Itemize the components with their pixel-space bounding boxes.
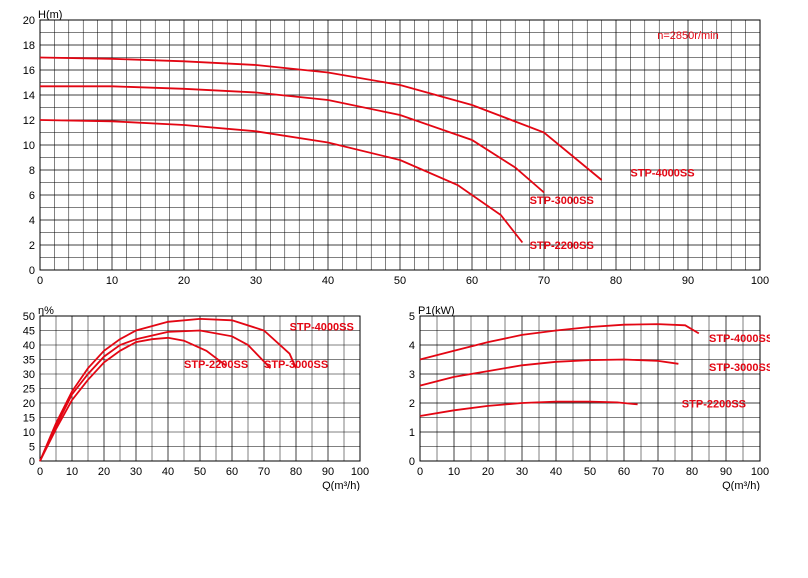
x-tick-label: 60 (466, 275, 478, 287)
y-tick-label: 20 (23, 15, 35, 27)
x-tick-label: 40 (162, 466, 174, 478)
x-tick-label: 10 (448, 466, 460, 478)
chart-eff-svg: 0102030405060708090100051015202530354045… (10, 301, 370, 491)
series-STP-4000SS (40, 58, 602, 181)
x-tick-label: 40 (322, 275, 334, 287)
x-tick-label: 30 (250, 275, 262, 287)
y-axis-label: η% (38, 305, 54, 317)
y-tick-label: 0 (409, 456, 415, 468)
y-tick-label: 5 (29, 442, 35, 454)
y-axis-label: H(m) (38, 10, 62, 21)
x-tick-label: 20 (482, 466, 494, 478)
note-text: n=2850r/min (657, 30, 718, 42)
y-tick-label: 35 (23, 355, 35, 367)
x-tick-label: 20 (178, 275, 190, 287)
x-tick-label: 70 (258, 466, 270, 478)
x-tick-label: 90 (322, 466, 334, 478)
x-tick-label: 30 (516, 466, 528, 478)
x-tick-label: 60 (226, 466, 238, 478)
series-label-STP-4000SS: STP-4000SS (709, 333, 770, 345)
y-tick-label: 14 (23, 90, 35, 102)
series-label-STP-2200SS: STP-2200SS (682, 398, 746, 410)
y-tick-label: 25 (23, 384, 35, 396)
series-label-STP-4000SS: STP-4000SS (290, 322, 354, 334)
series-label-STP-2200SS: STP-2200SS (530, 240, 594, 252)
x-tick-label: 0 (37, 275, 43, 287)
x-tick-label: 90 (720, 466, 732, 478)
series-STP-4000SS (420, 324, 699, 359)
y-tick-label: 18 (23, 40, 35, 52)
x-tick-label: 100 (751, 275, 769, 287)
x-tick-label: 70 (538, 275, 550, 287)
y-tick-label: 5 (409, 311, 415, 323)
x-axis-label: Q(m³/h) (322, 480, 360, 491)
series-STP-3000SS (420, 360, 678, 386)
x-tick-label: 100 (751, 466, 769, 478)
x-axis-label: Q(m³/h) (722, 480, 760, 491)
y-tick-label: 1 (409, 427, 415, 439)
y-tick-label: 10 (23, 427, 35, 439)
x-tick-label: 50 (194, 466, 206, 478)
y-tick-label: 16 (23, 65, 35, 77)
x-tick-label: 80 (290, 466, 302, 478)
chart-power: 0 10 20 30 40 50 60 70 80 90 100 0 1 2 3 4 5P1(kW) Q(m³/h… (390, 301, 770, 496)
y-tick-label: 10 (23, 140, 35, 152)
x-tick-label: 60 (618, 466, 630, 478)
chart-pw-svg: 0 10 20 30 40 50 60 70 80 90 100 0 1 2 3 4 5P1(kW) Q(m³/h… (390, 301, 770, 491)
series-label-STP-4000SS: STP-4000SS (630, 167, 694, 179)
x-tick-label: 30 (130, 466, 142, 478)
charts-container: 010203040506070809010002468101214161820H… (10, 10, 798, 496)
y-tick-label: 50 (23, 311, 35, 323)
y-tick-label: 20 (23, 398, 35, 410)
y-axis-label: P1(kW) (418, 305, 455, 317)
y-tick-label: 8 (29, 165, 35, 177)
series-label-STP-3000SS: STP-3000SS (264, 359, 328, 371)
series-label-STP-2200SS: STP-2200SS (184, 359, 248, 371)
y-tick-label: 3 (409, 369, 415, 381)
y-tick-label: 40 (23, 340, 35, 352)
x-tick-label: 50 (584, 466, 596, 478)
y-tick-label: 6 (29, 190, 35, 202)
x-tick-label: 10 (106, 275, 118, 287)
x-tick-label: 70 (652, 466, 664, 478)
y-tick-label: 4 (409, 340, 415, 352)
y-tick-label: 0 (29, 456, 35, 468)
x-tick-label: 10 (66, 466, 78, 478)
chart-head-flow: 010203040506070809010002468101214161820H… (10, 10, 770, 295)
y-tick-label: 0 (29, 265, 35, 277)
x-tick-label: 20 (98, 466, 110, 478)
x-tick-label: 0 (417, 466, 423, 478)
series-STP-3000SS (40, 86, 544, 192)
y-tick-label: 15 (23, 413, 35, 425)
series-label-STP-3000SS: STP-3000SS (530, 195, 594, 207)
y-tick-label: 30 (23, 369, 35, 381)
x-tick-label: 40 (550, 466, 562, 478)
series-STP-2200SS (420, 402, 638, 416)
y-tick-label: 12 (23, 115, 35, 127)
y-tick-label: 45 (23, 326, 35, 338)
y-tick-label: 4 (29, 215, 35, 227)
chart-efficiency: 0102030405060708090100051015202530354045… (10, 301, 370, 496)
chart-hq-svg: 010203040506070809010002468101214161820H… (10, 10, 770, 290)
y-tick-label: 2 (29, 240, 35, 252)
series-STP-2200SS (40, 120, 522, 243)
x-tick-label: 90 (682, 275, 694, 287)
x-tick-label: 100 (351, 466, 369, 478)
y-tick-label: 2 (409, 398, 415, 410)
x-tick-label: 80 (686, 466, 698, 478)
series-label-STP-3000SS: STP-3000SS (709, 362, 770, 374)
x-tick-label: 0 (37, 466, 43, 478)
x-tick-label: 50 (394, 275, 406, 287)
x-tick-label: 80 (610, 275, 622, 287)
x-axis-label: Q(m³/h) (722, 289, 760, 290)
